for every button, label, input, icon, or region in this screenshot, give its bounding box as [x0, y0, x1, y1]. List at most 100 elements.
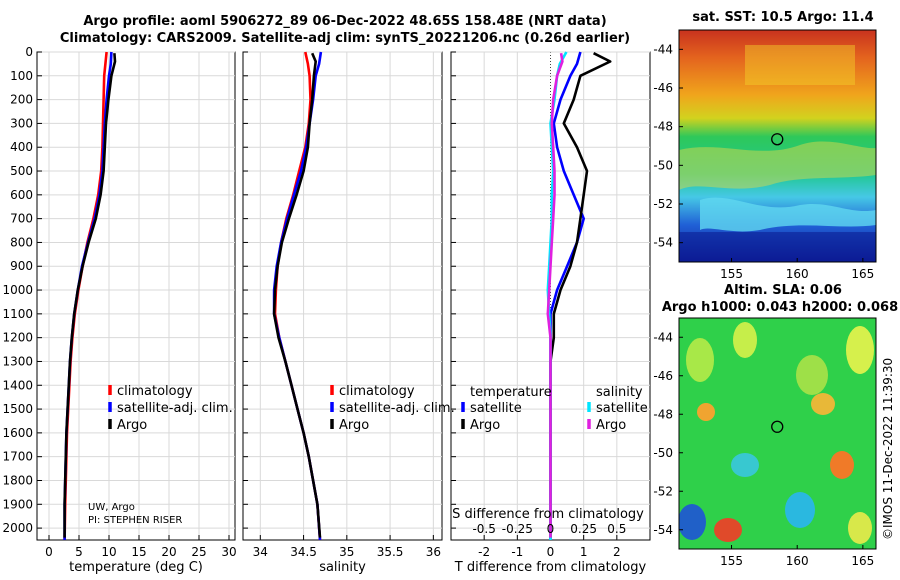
sst-map-tick-label-x: 165	[851, 267, 874, 281]
figure-title-line-2: Climatology: CARS2009. Satellite-adj cli…	[59, 31, 631, 46]
temp-tick-label-x: 0	[45, 545, 53, 559]
depth-tick-label: 600	[10, 188, 33, 202]
sst-map-tick-label-y: -48	[653, 120, 673, 134]
temp-series-argo	[63, 53, 117, 538]
sla-cold-eddy-2	[785, 492, 815, 528]
depth-tick-label: 100	[10, 69, 33, 83]
sst-map-tick-label-y: -50	[653, 158, 673, 172]
diff-legend-temperature-label: satellite	[470, 401, 522, 416]
sla-map-tick-label-x: 165	[851, 554, 874, 568]
depth-tick-label: 1400	[2, 378, 33, 392]
sla-eddy-1	[686, 338, 714, 382]
sst-warm-patch	[745, 45, 855, 85]
diff-tick-label-x: 1	[580, 545, 588, 559]
depth-tick-label: 1800	[2, 473, 33, 487]
sla-map-title-line-2: Argo h1000: 0.043 h2000: 0.068	[661, 300, 899, 315]
temp-x-axis-label: temperature (deg C)	[69, 560, 203, 575]
sal-tick-label-x: 34.5	[290, 545, 317, 559]
diff-tick-label-x: -1	[511, 545, 523, 559]
diff-legend-temperature-title: temperature	[470, 385, 552, 400]
sla-map-tick-label-y: -44	[653, 330, 673, 344]
sst-map-tick-label-y: -54	[653, 236, 673, 250]
temp-series-satellite-adj-clim-	[63, 51, 113, 540]
diff-s-tick-label: -0.25	[502, 522, 533, 536]
sal-series-satellite-adj-clim-	[272, 51, 323, 541]
depth-tick-label: 200	[10, 93, 33, 107]
temp-profile-panel: 0 5 10 15 20 25 300100200300400500600700800900…	[2, 45, 236, 575]
sla-warm-eddy-3	[830, 451, 854, 479]
sst-cold-region	[679, 232, 876, 262]
depth-tick-label: 900	[10, 259, 33, 273]
diff-legend-temperature-label: Argo	[470, 418, 500, 433]
depth-tick-label: 1300	[2, 354, 33, 368]
sla-eddy-4	[846, 326, 874, 374]
temp-tick-label-x: 30	[221, 545, 236, 559]
diff-tick-label-x: 2	[613, 545, 621, 559]
sal-tick-label-x: 35.5	[377, 545, 404, 559]
sla-eddy-2	[733, 322, 757, 358]
diff-series-temperature-argo	[549, 52, 612, 538]
sla-map-frame	[678, 317, 877, 550]
diff-legend-salinity-label: Argo	[596, 418, 626, 433]
sla-map-axes: 155 160 165 -44 -46 -48 -50 -52 -54	[653, 330, 874, 568]
temp-series-climatology	[63, 51, 108, 541]
depth-tick-label: 300	[10, 116, 33, 130]
depth-tick-label: 1900	[2, 497, 33, 511]
temp-tick-label-x: 20	[161, 545, 176, 559]
temp-tick-label-x: 25	[191, 545, 206, 559]
sst-map-axes: 155 160 165 -44 -46 -48 -50 -52 -54	[653, 42, 874, 281]
sal-tick-label-x: 36	[426, 545, 441, 559]
diff-legend-salinity-label: satellite	[596, 401, 648, 416]
sla-map-tick-label-y: -48	[653, 407, 673, 421]
sla-map-title-line-1: Altim. SLA: 0.06	[724, 283, 842, 298]
sst-map-tick-label-x: 155	[720, 267, 743, 281]
sla-float-marker	[771, 420, 784, 433]
depth-tick-label: 1100	[2, 307, 33, 321]
sst-map-tick-label-x: 160	[786, 267, 809, 281]
sla-cold-eddy-1	[731, 453, 759, 477]
depth-tick-label: 1500	[2, 402, 33, 416]
depth-tick-label: 1700	[2, 450, 33, 464]
sst-map-title: sat. SST: 10.5 Argo: 11.4	[692, 10, 874, 25]
sla-warm-eddy-4	[714, 518, 742, 542]
sst-map-tick-label-y: -46	[653, 81, 673, 95]
sla-map-tick-label-y: -54	[653, 523, 673, 537]
diff-legend: temperature salinitysatelliteArgosatellit…	[452, 385, 648, 536]
temp-legend-label: satellite-adj. clim.	[117, 401, 233, 416]
sla-map-tick-label-x: 160	[786, 554, 809, 568]
sal-series-climatology	[273, 51, 322, 541]
depth-tick-label: 400	[10, 140, 33, 154]
diff-tick-label-x: 0	[547, 545, 555, 559]
sla-map	[679, 318, 876, 549]
pi-note: PI: STEPHEN RISER	[88, 515, 183, 526]
diff-profile-panel: -2 -1 0 1 2T difference from climatology	[450, 51, 651, 575]
sst-map	[679, 30, 876, 262]
sla-map-tick-label-x: 155	[720, 554, 743, 568]
temp-tick-label-x: 10	[101, 545, 116, 559]
copyright-stamp: ©IMOS 11-Dec-2022 11:39:30	[881, 357, 895, 540]
temp-legend-label: Argo	[117, 418, 147, 433]
depth-tick-label: 800	[10, 235, 33, 249]
diff-series-salinity-argo	[546, 52, 564, 538]
sst-cold-filament	[700, 197, 876, 232]
sla-map-tick-label-y: -52	[653, 484, 673, 498]
temp-tick-label-x: 5	[75, 545, 83, 559]
sla-map-tick-label-y: -46	[653, 369, 673, 383]
diff-s-axis-label: S difference from climatology	[452, 507, 644, 522]
diff-tick-label-x: -2	[478, 545, 490, 559]
institution-note: UW, Argo	[88, 502, 135, 513]
sla-eddy-5	[848, 512, 872, 544]
diff-series-temperature-satellite	[549, 51, 585, 540]
diff-legend-salinity-title: salinity	[596, 385, 643, 400]
sal-x-axis-label: salinity	[319, 560, 366, 575]
depth-tick-label: 0	[25, 45, 33, 59]
sst-map-tick-label-y: -44	[653, 42, 673, 56]
sal-legend-label: Argo	[339, 418, 369, 433]
depth-tick-label: 1000	[2, 283, 33, 297]
sal-tick-label-x: 34	[253, 545, 268, 559]
depth-tick-label: 700	[10, 212, 33, 226]
temp-legend: climatology satellite-adj. clim. Argo	[108, 384, 233, 433]
figure-title-line-1: Argo profile: aoml 5906272_89 06-Dec-202…	[83, 14, 607, 29]
sal-legend-label: climatology	[339, 384, 415, 399]
